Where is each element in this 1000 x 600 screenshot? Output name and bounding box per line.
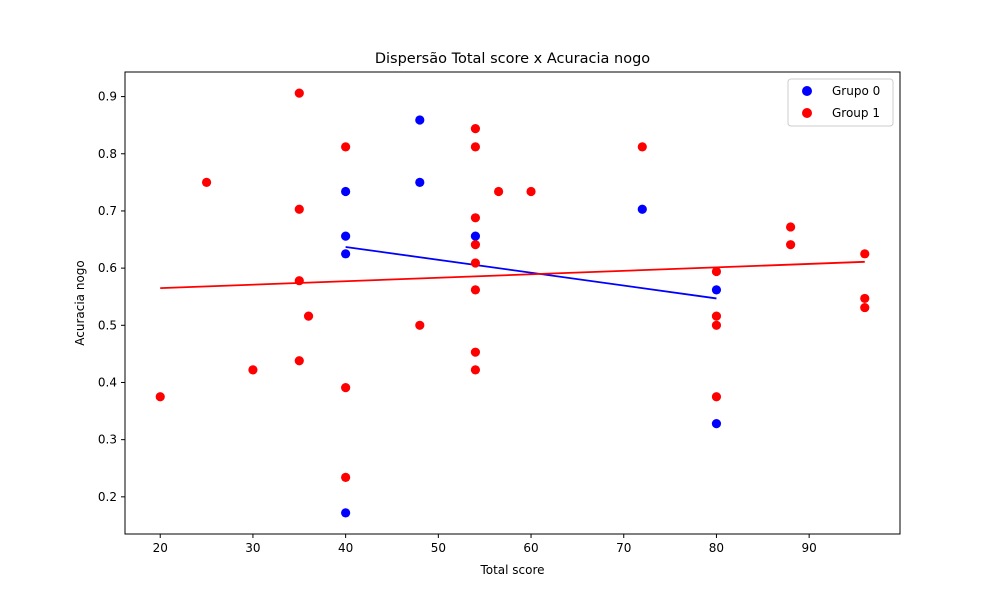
point-group-1 (860, 293, 870, 304)
point-grupo-0 (637, 204, 647, 214)
point-group-1 (155, 392, 165, 402)
x-tick-label: 50 (431, 541, 446, 555)
point-group-1 (470, 365, 481, 375)
point-group-1 (470, 124, 481, 134)
point-group-1 (201, 177, 212, 187)
point-group-1 (294, 88, 304, 98)
point-group-1 (860, 302, 870, 313)
point-group-1 (470, 240, 481, 250)
x-axis-ticks: 20 30 40 50 60 70 80 90 (153, 534, 817, 555)
y-tick-label: 0.4 (98, 375, 117, 389)
point-group-1 (786, 222, 796, 232)
point-grupo-0 (711, 285, 722, 295)
point-group-1 (493, 186, 504, 197)
point-grupo-0 (341, 231, 351, 241)
point-group-1 (711, 266, 722, 277)
legend-label-group-1: Group 1 (832, 106, 880, 120)
point-grupo-0 (711, 419, 722, 429)
x-tick-label: 60 (523, 541, 538, 555)
point-group-1 (470, 258, 481, 268)
plot-area-frame (124, 71, 901, 535)
point-group-1 (248, 365, 258, 375)
point-group-1 (303, 311, 314, 321)
point-grupo-0 (415, 115, 425, 125)
point-group-1 (294, 276, 304, 286)
point-group-1 (470, 347, 481, 357)
point-grupo-0 (341, 249, 351, 259)
y-tick-label: 0.2 (98, 490, 117, 504)
x-tick-label: 80 (709, 541, 724, 555)
point-group-1 (470, 142, 481, 152)
x-axis-title: Total score (479, 563, 544, 577)
y-tick-label: 0.7 (98, 204, 117, 218)
point-group-1 (415, 320, 425, 330)
point-group-1 (860, 249, 870, 259)
point-grupo-0 (415, 177, 425, 187)
point-group-1 (341, 472, 351, 482)
legend-marker-grupo-0 (802, 86, 812, 96)
trendline-group-1 (160, 260, 865, 290)
point-group-1 (711, 311, 722, 321)
legend-marker-group-1 (802, 108, 812, 118)
x-tick-label: 40 (338, 541, 353, 555)
legend-box (787, 78, 894, 127)
point-group-1 (470, 285, 481, 295)
point-grupo-0 (341, 508, 351, 518)
x-tick-label: 90 (802, 541, 817, 555)
point-group-1 (341, 383, 351, 393)
chart-title: Dispersão Total score x Acuracia nogo (375, 51, 650, 67)
point-group-1 (711, 320, 722, 330)
y-tick-label: 0.9 (98, 90, 117, 104)
y-axis-title: Acuracia nogo (73, 260, 87, 346)
point-group-1 (637, 142, 647, 152)
point-group-1 (526, 186, 536, 197)
point-grupo-0 (470, 231, 481, 241)
trendlines (160, 246, 865, 300)
point-group-1 (341, 142, 351, 152)
point-group-1 (294, 204, 304, 214)
y-tick-label: 0.6 (98, 261, 117, 275)
y-tick-label: 0.5 (98, 318, 117, 332)
legend: Grupo 0 Group 1 (787, 78, 894, 127)
y-tick-label: 0.3 (98, 433, 117, 447)
point-group-1 (786, 240, 796, 250)
scatter-points (155, 88, 870, 518)
x-tick-label: 70 (616, 541, 631, 555)
point-group-1 (294, 356, 304, 366)
y-tick-label: 0.8 (98, 147, 117, 161)
trendline-grupo-0 (345, 246, 717, 300)
x-tick-label: 20 (153, 541, 168, 555)
x-tick-label: 30 (245, 541, 260, 555)
point-group-1 (711, 392, 722, 402)
legend-label-grupo-0: Grupo 0 (832, 84, 880, 98)
y-axis-ticks: 0.2 0.3 0.4 0.5 0.6 0.7 0.8 0.9 (98, 90, 125, 504)
point-group-1 (470, 213, 481, 223)
point-grupo-0 (341, 186, 351, 197)
